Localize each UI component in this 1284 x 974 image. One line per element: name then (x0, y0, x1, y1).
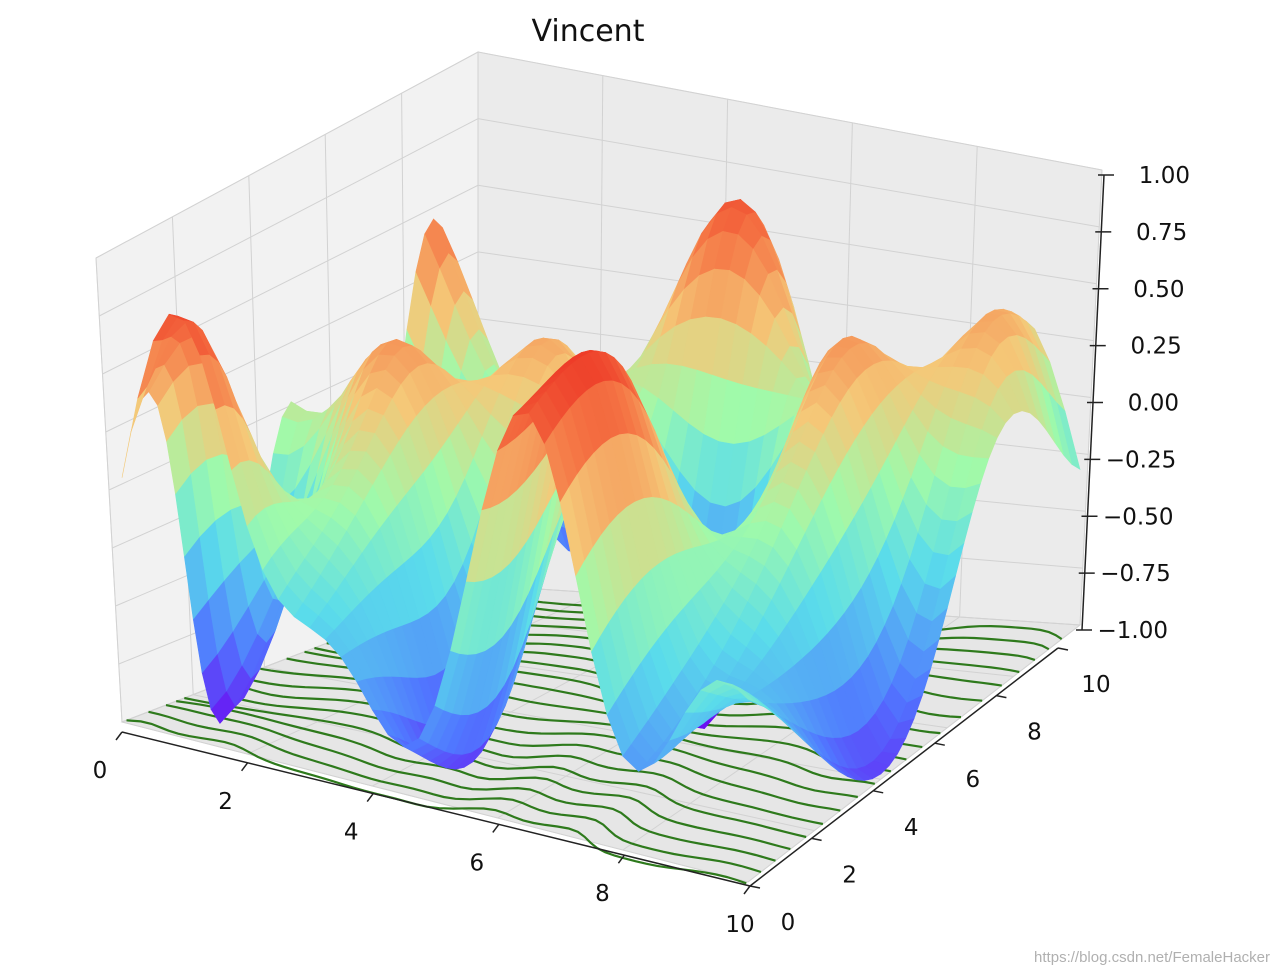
z-tick-label: 0.75 (1136, 220, 1187, 246)
z-tick-label: −1.00 (1098, 618, 1168, 644)
x-tick-mark (366, 793, 374, 803)
y-tick-label: 2 (842, 862, 857, 888)
x-tick-mark (617, 854, 626, 864)
contour-line (225, 681, 841, 812)
contour-line (148, 710, 762, 874)
z-tick-label: −0.25 (1106, 447, 1176, 473)
y-axis-ticks: 0 2 4 6 8 10 (749, 647, 1111, 936)
z-tick-label: 0.00 (1128, 391, 1179, 417)
contour-line (237, 676, 858, 799)
x-tick-mark (241, 762, 249, 772)
z-axis-ticks: −1.00 −0.75 −0.50 −0.25 0.00 0.25 0.50 0.75 1.00 (1076, 163, 1190, 644)
contour-line (176, 700, 791, 851)
x-tick-label: 6 (469, 850, 484, 876)
y-tick-label: 0 (781, 910, 796, 936)
x-tick-label: 4 (344, 820, 359, 846)
chart-title: Vincent (531, 14, 645, 49)
x-axis-ticks: 0 2 4 6 8 10 (93, 731, 755, 938)
surface-patch (732, 684, 757, 703)
contour-line (206, 688, 824, 826)
x-tick-mark (743, 885, 751, 895)
watermark: https://blog.csdn.net/FemaleHacker (1034, 949, 1270, 966)
y-tick-label: 4 (904, 815, 919, 841)
z-tick-label: 1.00 (1139, 163, 1190, 189)
z-tick-label: 0.25 (1131, 334, 1182, 360)
x-axis-line (121, 731, 751, 887)
y-tick-mark (811, 837, 822, 842)
x-tick-mark (492, 823, 500, 833)
x-tick-label: 10 (725, 912, 754, 938)
surface-mesh (121, 198, 1081, 782)
y-tick-label: 6 (965, 767, 980, 793)
x-tick-label: 0 (93, 758, 108, 784)
y-tick-mark (996, 694, 1007, 699)
x-tick-label: 8 (595, 881, 610, 907)
z-tick-label: 0.50 (1133, 277, 1184, 303)
contour-line (184, 696, 807, 839)
y-tick-mark (873, 790, 884, 794)
x-tick-mark (115, 731, 123, 741)
y-tick-mark (1057, 647, 1069, 651)
y-tick-label: 10 (1081, 672, 1110, 698)
z-tick-label: −0.75 (1100, 561, 1170, 587)
y-axis-line (749, 647, 1059, 887)
y-tick-mark (934, 742, 945, 746)
y-tick-label: 8 (1027, 720, 1042, 746)
y-tick-mark (749, 885, 761, 889)
x-tick-label: 2 (218, 789, 233, 815)
contour-line (165, 704, 776, 862)
z-tick-label: −0.50 (1103, 504, 1173, 530)
